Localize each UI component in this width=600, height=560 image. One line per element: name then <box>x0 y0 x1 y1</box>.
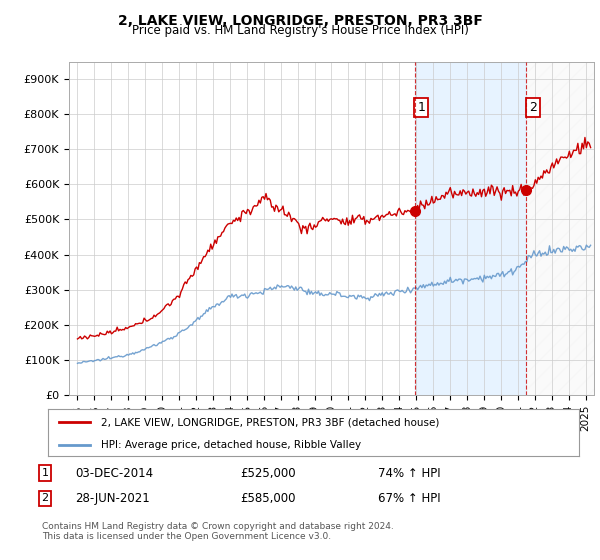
Text: HPI: Average price, detached house, Ribble Valley: HPI: Average price, detached house, Ribb… <box>101 440 361 450</box>
Text: 2, LAKE VIEW, LONGRIDGE, PRESTON, PR3 3BF (detached house): 2, LAKE VIEW, LONGRIDGE, PRESTON, PR3 3B… <box>101 417 439 427</box>
Text: 1: 1 <box>418 101 425 114</box>
Text: 1: 1 <box>41 468 49 478</box>
Text: Contains HM Land Registry data © Crown copyright and database right 2024.
This d: Contains HM Land Registry data © Crown c… <box>42 522 394 542</box>
Text: 28-JUN-2021: 28-JUN-2021 <box>75 492 150 505</box>
Bar <box>526 62 594 395</box>
Text: 67% ↑ HPI: 67% ↑ HPI <box>378 492 440 505</box>
Text: 2: 2 <box>529 101 536 114</box>
Text: 2, LAKE VIEW, LONGRIDGE, PRESTON, PR3 3BF: 2, LAKE VIEW, LONGRIDGE, PRESTON, PR3 3B… <box>118 14 482 28</box>
Text: Price paid vs. HM Land Registry's House Price Index (HPI): Price paid vs. HM Land Registry's House … <box>131 24 469 37</box>
Text: 74% ↑ HPI: 74% ↑ HPI <box>378 466 440 480</box>
Bar <box>415 62 526 395</box>
Text: 2: 2 <box>41 493 49 503</box>
Text: £585,000: £585,000 <box>240 492 296 505</box>
Text: £525,000: £525,000 <box>240 466 296 480</box>
Text: 03-DEC-2014: 03-DEC-2014 <box>75 466 153 480</box>
